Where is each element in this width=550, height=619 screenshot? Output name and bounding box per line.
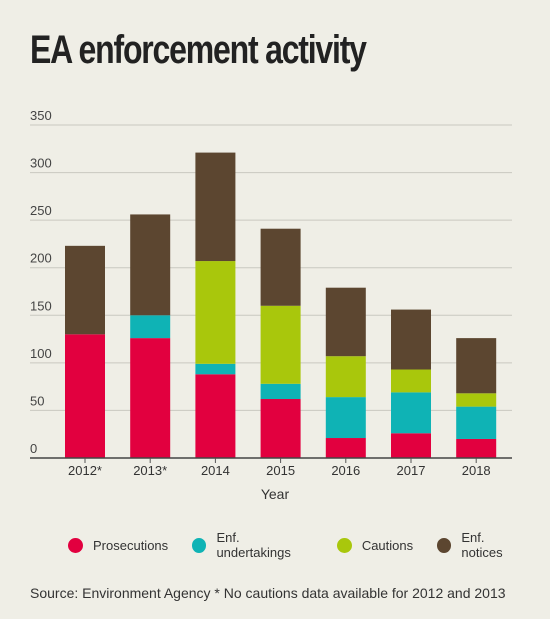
bar-segment-enf-notices — [391, 309, 431, 370]
x-axis-title: Year — [261, 486, 290, 502]
legend-swatch — [437, 537, 452, 553]
bar-segment-prosecutions — [195, 374, 236, 458]
x-axis-ticks: 2012* 2013* 2014 2015 2016 2017 2018 — [68, 458, 491, 478]
y-tick-label: 350 — [30, 108, 52, 123]
y-axis-ticks: 0 50 100 150 200 250 300 350 — [30, 108, 52, 456]
bar-segment-prosecutions — [260, 399, 301, 458]
stacked-bar-chart: 0 50 100 150 200 250 300 350 2012* 2013* 2014 2015… — [30, 108, 512, 502]
x-tick-label: 2018 — [462, 463, 491, 478]
bar-segment-prosecutions — [391, 433, 431, 458]
x-tick-label: 2016 — [331, 463, 360, 478]
bar-segment-enf-notices — [65, 245, 105, 335]
bar-segment-cautions — [456, 393, 497, 407]
x-tick-label: 2015 — [266, 463, 295, 478]
bar-segment-prosecutions — [65, 334, 105, 458]
y-tick-label: 300 — [30, 156, 52, 171]
bars — [65, 152, 497, 458]
legend-swatch — [336, 537, 352, 553]
bar-segment-enf-undertakings — [195, 363, 236, 375]
bar-segment-cautions — [195, 261, 236, 364]
chart-title: EA enforcement activity — [30, 28, 367, 72]
legend-item: Enf. undertakings — [192, 530, 313, 560]
bar-segment-enf-undertakings — [456, 406, 497, 439]
legend-swatch — [68, 537, 83, 553]
y-tick-label: 100 — [30, 346, 52, 361]
bar-segment-enf-notices — [130, 214, 171, 316]
x-tick-label: 2013* — [133, 463, 167, 478]
x-tick-label: 2012* — [68, 463, 102, 478]
bar-segment-enf-undertakings — [130, 315, 171, 339]
bar-segment-enf-undertakings — [260, 383, 301, 400]
source-note: Source: Environment Agency * No cautions… — [30, 585, 506, 601]
legend: Prosecutions Enf. undertakings Cautions Enf… — [68, 530, 550, 560]
y-tick-label: 50 — [30, 393, 44, 408]
bar-segment-cautions — [260, 305, 301, 384]
legend-label: Enf. undertakings — [216, 530, 291, 560]
bar-segment-enf-notices — [456, 338, 497, 394]
legend-item: Cautions — [336, 537, 414, 553]
bar-segment-prosecutions — [130, 338, 171, 458]
y-tick-label: 200 — [30, 251, 52, 266]
bar-segment-enf-undertakings — [325, 397, 366, 439]
legend-label: Enf. notices — [461, 530, 503, 560]
bar-segment-prosecutions — [325, 438, 366, 458]
bar-segment-cautions — [391, 369, 431, 393]
bar-segment-enf-undertakings — [391, 392, 431, 434]
y-tick-label: 0 — [30, 441, 37, 456]
bar-segment-enf-notices — [195, 152, 236, 262]
y-tick-label: 150 — [30, 298, 52, 313]
bar-segment-prosecutions — [456, 438, 497, 458]
legend-item: Prosecutions — [68, 537, 169, 553]
bar-segment-enf-notices — [325, 287, 366, 357]
legend-label: Cautions — [361, 537, 414, 553]
legend-item: Enf. notices — [437, 530, 526, 560]
bar-segment-cautions — [325, 356, 366, 398]
legend-swatch — [192, 537, 207, 553]
y-tick-label: 250 — [30, 203, 52, 218]
bar-segment-enf-notices — [260, 228, 301, 306]
x-tick-label: 2014 — [201, 463, 230, 478]
x-tick-label: 2017 — [397, 463, 426, 478]
legend-label: Prosecutions — [93, 537, 169, 553]
